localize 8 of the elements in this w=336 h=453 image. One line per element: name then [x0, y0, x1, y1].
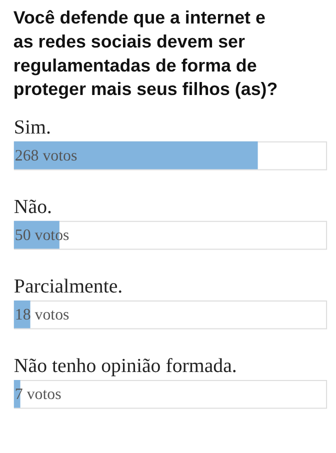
y-tick-label: Não.: [14, 196, 52, 218]
y-tick-label: Parcialmente.: [14, 275, 123, 298]
y-tick-label: Não tenho opinião formada.: [14, 355, 237, 378]
data-label: 268 votos: [14, 147, 78, 164]
chart-title: Você defende que a internet e as redes sociais devem ser regulamentadas de forma de proteger mais seus filhos (as)?: [13, 8, 278, 100]
y-tick-label: Sim.: [14, 116, 51, 138]
data-label: 18 votos: [14, 306, 70, 324]
bar: [14, 141, 258, 170]
